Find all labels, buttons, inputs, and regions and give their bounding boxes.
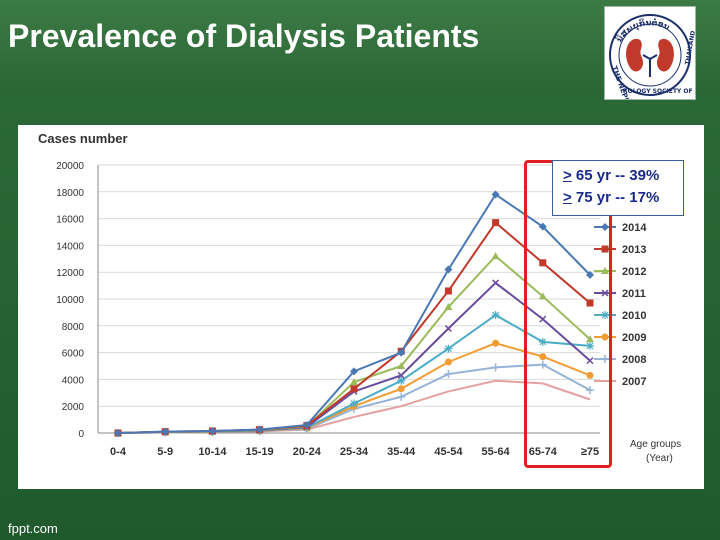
legend-label: 2011 bbox=[622, 288, 646, 300]
data-point bbox=[586, 335, 594, 343]
logo-side-text-right: ROLOGY SOCIETY OF bbox=[623, 88, 693, 95]
y-tick-label: 14000 bbox=[56, 241, 84, 252]
data-point bbox=[491, 363, 500, 372]
x-axis-title-line2: (Year) bbox=[646, 453, 673, 464]
footer-brand: fppt.com bbox=[8, 521, 58, 536]
data-point bbox=[397, 392, 406, 401]
data-point bbox=[601, 223, 609, 231]
data-point bbox=[586, 386, 594, 395]
data-point bbox=[444, 303, 453, 311]
y-tick-label: 4000 bbox=[62, 375, 85, 386]
data-point bbox=[491, 311, 500, 320]
data-point bbox=[538, 292, 547, 300]
x-tick-label: 35-44 bbox=[387, 446, 416, 458]
data-point bbox=[444, 358, 452, 366]
data-point bbox=[601, 333, 609, 341]
data-point bbox=[444, 287, 452, 295]
callout-symbol-75: > bbox=[563, 189, 572, 206]
data-point bbox=[492, 279, 500, 287]
data-point bbox=[397, 362, 406, 369]
data-point bbox=[538, 360, 547, 369]
y-tick-label: 16000 bbox=[56, 215, 84, 226]
y-tick-label: 20000 bbox=[56, 161, 84, 172]
x-tick-label: 10-14 bbox=[198, 446, 227, 458]
data-point bbox=[444, 344, 453, 353]
legend-label: 2008 bbox=[622, 354, 646, 366]
data-point bbox=[350, 399, 358, 408]
x-tick-label: 5-9 bbox=[157, 446, 173, 458]
x-tick-label: 25-34 bbox=[340, 446, 369, 458]
data-point bbox=[350, 378, 358, 386]
y-tick-label: 6000 bbox=[62, 349, 85, 360]
legend-label: 2010 bbox=[622, 310, 646, 322]
data-point bbox=[601, 355, 609, 363]
legend-label: 2014 bbox=[622, 222, 647, 234]
data-point bbox=[397, 385, 405, 393]
x-tick-label: 55-64 bbox=[482, 446, 511, 458]
x-tick-label: 45-54 bbox=[434, 446, 463, 458]
legend-label: 2007 bbox=[622, 376, 646, 388]
data-point bbox=[444, 370, 453, 379]
x-tick-label: 65-74 bbox=[529, 446, 558, 458]
data-point bbox=[161, 427, 170, 436]
x-axis-title-line1: Age groups bbox=[630, 439, 681, 450]
data-point bbox=[491, 252, 500, 260]
data-point bbox=[601, 245, 609, 253]
nephrology-society-logo: ນິສພບຸກິນຕໍ່ອນ THE NEPH ROLOGY SOCIETY O… bbox=[604, 6, 697, 105]
data-point bbox=[586, 371, 594, 379]
data-point bbox=[586, 341, 594, 350]
data-point bbox=[350, 385, 358, 393]
line-chart: Cases number 0 2000 4000 6000 8000 10000 12000 1… bbox=[38, 131, 681, 464]
y-tick-label: 0 bbox=[78, 429, 84, 440]
legend-label: 2013 bbox=[622, 244, 646, 256]
data-point bbox=[397, 376, 406, 385]
callout-line-65: > 65 yr -- 39% bbox=[563, 167, 659, 184]
data-point bbox=[492, 339, 500, 347]
data-point bbox=[208, 426, 217, 435]
series-line-2014 bbox=[117, 193, 591, 434]
data-point bbox=[114, 429, 122, 437]
data-point bbox=[350, 367, 358, 376]
y-tick-label: 18000 bbox=[56, 188, 84, 199]
data-point bbox=[601, 267, 609, 274]
data-point bbox=[539, 259, 547, 267]
slide-title: Prevalence of Dialysis Patients bbox=[8, 18, 480, 54]
data-point bbox=[444, 265, 453, 274]
x-tick-label: ≥75 bbox=[581, 446, 599, 458]
y-tick-label: 10000 bbox=[56, 295, 84, 306]
callout-symbol-65: > bbox=[563, 167, 572, 184]
data-point bbox=[601, 289, 609, 297]
data-point bbox=[539, 353, 547, 361]
data-point bbox=[586, 299, 594, 307]
y-axis-title: Cases number bbox=[38, 131, 128, 146]
callout-text-65: 65 yr -- 39% bbox=[571, 167, 660, 184]
x-tick-label: 0-4 bbox=[110, 446, 127, 458]
data-point bbox=[538, 222, 547, 231]
y-tick-label: 2000 bbox=[62, 402, 85, 413]
y-tick-label: 8000 bbox=[62, 322, 85, 333]
legend-label: 2012 bbox=[622, 266, 646, 278]
data-point bbox=[601, 311, 609, 319]
data-point bbox=[492, 219, 500, 227]
y-tick-label: 12000 bbox=[56, 268, 84, 279]
header-band bbox=[0, 0, 720, 95]
legend-label: 2009 bbox=[622, 332, 646, 344]
callout-text-75: 75 yr -- 17% bbox=[571, 189, 660, 206]
data-point bbox=[302, 420, 311, 429]
elderly-share-callout: > 65 yr -- 39% > 75 yr -- 17% bbox=[552, 160, 684, 216]
data-point bbox=[444, 324, 452, 333]
data-point bbox=[255, 425, 264, 434]
data-point bbox=[491, 190, 500, 199]
data-point bbox=[586, 270, 594, 279]
data-point bbox=[586, 357, 594, 365]
data-point bbox=[397, 371, 405, 379]
callout-line-75: > 75 yr -- 17% bbox=[563, 189, 659, 206]
kidney-logo-icon: ນິສພບຸກິນຕໍ່ອນ THE NEPH ROLOGY SOCIETY O… bbox=[609, 14, 697, 105]
data-point bbox=[539, 315, 547, 323]
x-tick-label: 20-24 bbox=[293, 446, 322, 458]
data-point bbox=[397, 348, 406, 357]
data-point bbox=[538, 337, 547, 346]
x-tick-label: 15-19 bbox=[246, 446, 274, 458]
